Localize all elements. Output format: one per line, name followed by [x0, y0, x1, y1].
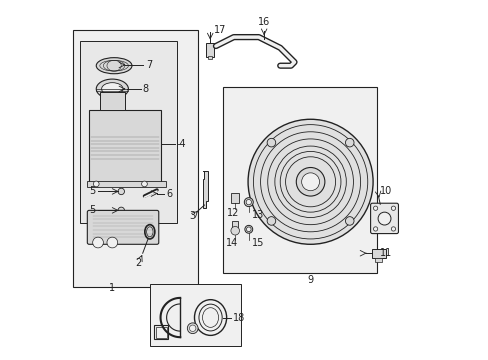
Bar	[231, 221, 238, 229]
Text: 11: 11	[380, 248, 392, 258]
Circle shape	[301, 173, 319, 191]
Circle shape	[142, 181, 147, 187]
Circle shape	[373, 227, 377, 231]
Bar	[223, 87, 376, 273]
Bar	[149, 284, 241, 346]
Text: 2: 2	[135, 258, 141, 268]
Text: 12: 12	[226, 208, 239, 218]
Text: 8: 8	[142, 84, 148, 94]
Ellipse shape	[118, 188, 124, 195]
Ellipse shape	[96, 58, 132, 74]
Ellipse shape	[199, 304, 222, 331]
Bar	[206, 43, 214, 57]
Circle shape	[266, 138, 275, 147]
Text: 5: 5	[89, 186, 96, 197]
Text: 1: 1	[109, 283, 115, 293]
Circle shape	[345, 217, 353, 225]
Bar	[156, 327, 166, 338]
Bar	[80, 41, 176, 223]
Circle shape	[230, 226, 239, 235]
Text: 9: 9	[307, 275, 313, 285]
Text: 7: 7	[146, 60, 152, 70]
Bar	[154, 325, 168, 339]
Text: 15: 15	[251, 238, 264, 248]
Text: 16: 16	[258, 17, 270, 27]
Text: 18: 18	[233, 312, 245, 323]
Text: -4: -4	[176, 139, 186, 149]
Bar	[73, 30, 198, 287]
Bar	[207, 56, 212, 59]
Ellipse shape	[244, 225, 252, 233]
Bar	[372, 249, 385, 258]
Bar	[100, 93, 124, 111]
Circle shape	[377, 212, 390, 225]
Ellipse shape	[187, 323, 198, 334]
Circle shape	[390, 206, 395, 210]
Bar	[231, 193, 239, 203]
Ellipse shape	[244, 198, 253, 207]
Circle shape	[107, 237, 118, 248]
Ellipse shape	[189, 325, 196, 332]
Circle shape	[390, 227, 395, 231]
Circle shape	[93, 237, 103, 248]
Polygon shape	[203, 171, 207, 208]
Ellipse shape	[102, 83, 123, 95]
Text: 17: 17	[214, 25, 226, 35]
Text: 3: 3	[189, 211, 195, 221]
Text: 6: 6	[166, 189, 172, 199]
Ellipse shape	[245, 199, 251, 205]
Circle shape	[247, 119, 372, 244]
Bar	[87, 181, 165, 187]
Text: 13: 13	[251, 210, 264, 220]
Bar	[89, 111, 160, 182]
FancyBboxPatch shape	[87, 210, 159, 244]
Ellipse shape	[96, 79, 128, 99]
Circle shape	[373, 206, 377, 210]
Circle shape	[266, 217, 275, 225]
FancyBboxPatch shape	[370, 203, 398, 234]
Circle shape	[93, 181, 99, 187]
Text: 5: 5	[89, 205, 96, 215]
Bar	[374, 257, 382, 262]
Ellipse shape	[246, 227, 251, 231]
Ellipse shape	[118, 207, 124, 213]
Circle shape	[296, 167, 324, 196]
Text: 14: 14	[225, 238, 237, 248]
Circle shape	[345, 138, 353, 147]
Text: 10: 10	[379, 186, 391, 197]
